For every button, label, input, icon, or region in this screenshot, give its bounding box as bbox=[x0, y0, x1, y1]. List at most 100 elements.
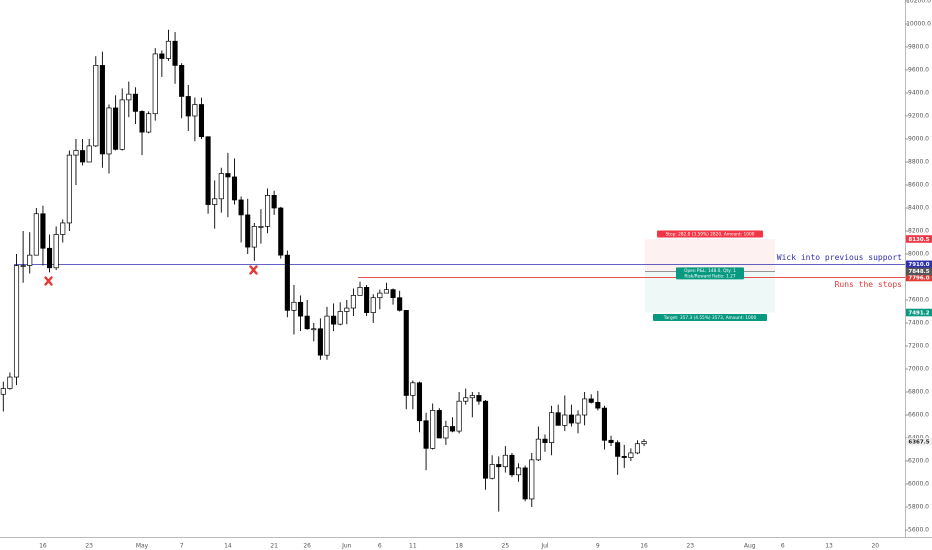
candle-body bbox=[225, 173, 231, 178]
candle-body bbox=[212, 198, 218, 205]
candle-body bbox=[66, 154, 72, 224]
candle-body bbox=[350, 295, 356, 309]
candle-body bbox=[238, 199, 244, 216]
candle-body bbox=[601, 407, 607, 441]
y-tick-label: 6800.0 bbox=[908, 389, 929, 396]
position-label-box bbox=[653, 314, 767, 322]
candle-body bbox=[27, 254, 33, 266]
candle-body bbox=[516, 467, 522, 476]
x-tick-label: May bbox=[136, 543, 149, 550]
price-box-label: 8130.5 bbox=[908, 237, 929, 243]
candle-body bbox=[416, 382, 423, 422]
candle-body bbox=[20, 265, 26, 267]
candle-body bbox=[535, 438, 541, 461]
candle-body bbox=[152, 53, 158, 115]
candle-body bbox=[634, 443, 641, 454]
x-tick-label: 13 bbox=[825, 543, 833, 550]
candle-body bbox=[106, 107, 112, 155]
candle-body bbox=[476, 395, 482, 402]
candle-body bbox=[159, 53, 165, 59]
y-tick-label: 9000.0 bbox=[908, 136, 929, 143]
y-tick-label: 8600.0 bbox=[908, 182, 929, 189]
candle-body bbox=[165, 40, 171, 59]
candle-body bbox=[192, 104, 198, 117]
candle-body bbox=[430, 410, 436, 449]
candle-body bbox=[198, 104, 205, 138]
candle-body bbox=[146, 113, 152, 133]
candle-body bbox=[588, 398, 594, 403]
candle-body bbox=[284, 254, 290, 311]
candle-body bbox=[549, 412, 555, 443]
candle-body bbox=[390, 289, 396, 299]
candle-body bbox=[53, 234, 59, 269]
candle-body bbox=[615, 442, 621, 457]
candle-body bbox=[608, 439, 614, 443]
candle-body bbox=[172, 40, 178, 66]
candle-body bbox=[7, 376, 13, 389]
x-tick-label: 7 bbox=[180, 543, 184, 550]
x-tick-label: 16 bbox=[39, 543, 47, 550]
price-box-label: 6367.5 bbox=[908, 440, 929, 446]
y-tick-label: 8800.0 bbox=[908, 159, 929, 166]
line-note: Runs the stops bbox=[835, 280, 903, 289]
y-tick-label: 7600.0 bbox=[908, 297, 929, 304]
y-tick-label: 6200.0 bbox=[908, 458, 929, 465]
candle-body bbox=[443, 426, 449, 439]
candle-body bbox=[582, 398, 588, 416]
candle-body bbox=[403, 310, 409, 396]
x-tick-label: 25 bbox=[502, 543, 510, 550]
candle-body bbox=[337, 311, 343, 325]
price-box-label: 7848.5 bbox=[908, 269, 929, 275]
x-tick-label: 16 bbox=[640, 543, 648, 550]
candle-body bbox=[469, 395, 475, 399]
candle-body bbox=[298, 301, 304, 317]
candle-body bbox=[46, 247, 53, 269]
candle-body bbox=[73, 150, 79, 156]
x-tick-label: Jun bbox=[341, 543, 352, 550]
x-tick-label: 26 bbox=[303, 543, 311, 550]
candle-body bbox=[502, 454, 508, 468]
candle-body bbox=[509, 454, 515, 476]
candle-body bbox=[383, 289, 389, 294]
candle-body bbox=[370, 297, 376, 314]
candle-body bbox=[80, 150, 86, 163]
x-tick-label: 6 bbox=[781, 543, 785, 550]
candle-body bbox=[139, 111, 145, 133]
candle-body bbox=[258, 226, 264, 228]
candle-body bbox=[423, 420, 429, 449]
candle-body bbox=[496, 464, 502, 468]
x-tick-label: Aug bbox=[744, 543, 756, 550]
candle-body bbox=[113, 107, 119, 150]
x-tick-label: 11 bbox=[409, 543, 417, 550]
candle-body bbox=[331, 315, 337, 325]
x-tick-label: 14 bbox=[224, 543, 232, 550]
candle-body bbox=[522, 467, 528, 500]
y-tick-label: 9200.0 bbox=[908, 113, 929, 120]
y-tick-label: 9600.0 bbox=[908, 67, 929, 74]
candle-body bbox=[628, 452, 634, 458]
price-box-label: 7910.0 bbox=[908, 262, 929, 268]
price-box bbox=[906, 308, 932, 317]
candle-body bbox=[40, 213, 46, 249]
candle-body bbox=[410, 382, 416, 396]
y-tick-label: 8000.0 bbox=[908, 251, 929, 258]
candle-body bbox=[489, 464, 495, 479]
candle-body bbox=[231, 176, 238, 201]
candle-body bbox=[264, 195, 271, 227]
position-label-box bbox=[657, 230, 763, 238]
x-tick-label: 18 bbox=[455, 543, 463, 550]
candle-body bbox=[317, 328, 323, 356]
x-tick-label: Jul bbox=[540, 543, 549, 550]
candle-body bbox=[304, 315, 310, 330]
candle-body bbox=[271, 195, 277, 209]
x-tick-label: 20 bbox=[871, 543, 879, 550]
candle-body bbox=[245, 214, 251, 248]
position-label: Target: 357.3 (4.55%) 3573, Amount: 1000 bbox=[663, 315, 757, 321]
candle-body bbox=[456, 400, 462, 432]
candle-body bbox=[291, 301, 297, 311]
position-label: Stop: 282.0 (3.59%) 2820, Amount: 1000 bbox=[666, 231, 755, 237]
y-tick-label: 6000.0 bbox=[908, 481, 929, 488]
